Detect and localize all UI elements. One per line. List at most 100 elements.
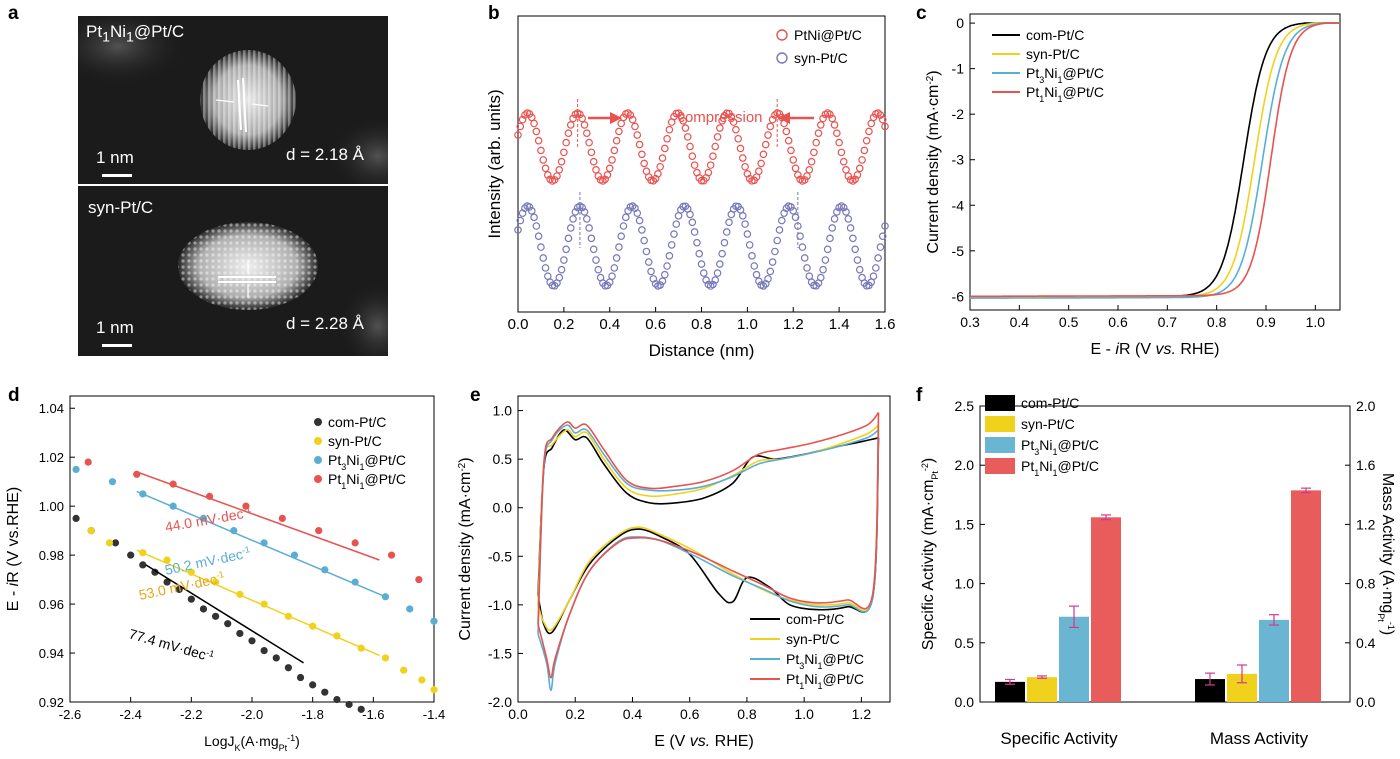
e-legend-label: syn-Pt/C: [786, 631, 840, 647]
micrograph-bottom-d-spacing: d = 2.28 Å: [286, 314, 364, 333]
d-y-tick-label: 0.92: [39, 695, 64, 710]
d-point: [127, 551, 135, 559]
b-point: [826, 234, 834, 243]
f-legend-marker: [985, 437, 1015, 453]
b-point: [759, 282, 768, 290]
b-point: [640, 236, 648, 245]
b-point: [555, 165, 564, 174]
b-x-tick-label: 1.6: [875, 316, 896, 333]
f-yleft-tick-label: 0.0: [955, 694, 975, 710]
b-point: [716, 124, 724, 132]
f-yright-tick-label: 1.2: [1356, 516, 1376, 532]
b-point: [532, 127, 541, 136]
b-point: [764, 131, 772, 139]
d-point: [248, 637, 256, 645]
b-point: [686, 210, 694, 219]
d-point: [260, 646, 268, 655]
chart-d: -2.6 -2.4 -2.2 -2.0 -1.8 -1.6 -1.4 0.92 0.94 0.96…: [5, 395, 445, 753]
d-point: [351, 539, 359, 547]
b-point: [642, 247, 651, 256]
b-legend-label: Pt1Ni1@Pt/C: [794, 27, 862, 43]
d-point: [236, 629, 244, 638]
d-point: [357, 705, 365, 713]
f-bar: [995, 681, 1025, 702]
b-series-0: [514, 109, 889, 185]
d-point: [133, 470, 141, 478]
b-point: [764, 275, 772, 283]
b-point: [514, 131, 522, 139]
d-fit-line: [136, 490, 386, 598]
b-point: [670, 230, 678, 238]
b-point: [681, 124, 690, 132]
e-x-tick-label: 0.4: [623, 706, 643, 722]
c-y-tick-label: -3: [952, 152, 965, 168]
b-point: [773, 236, 781, 245]
d-point: [163, 578, 171, 586]
b-point: [521, 204, 529, 212]
d-point: [199, 605, 208, 613]
e-x-tick-label: 0.0: [508, 706, 528, 722]
b-point: [557, 265, 566, 274]
b-point: [562, 138, 570, 147]
b-point: [539, 156, 548, 164]
c-x-tick-label: 0.6: [1108, 314, 1128, 330]
b-point: [585, 224, 593, 232]
c-x-tick-label: 0.8: [1207, 314, 1227, 330]
f-yright-tick-label: 0.0: [1356, 694, 1376, 710]
b-point: [716, 260, 724, 268]
b-point: [688, 218, 697, 227]
f-legend-label: com-Pt/C: [1021, 395, 1079, 411]
panel-label-d: d: [8, 385, 20, 406]
b-point: [702, 276, 710, 284]
d-point: [418, 676, 426, 684]
b-point: [555, 273, 564, 282]
b-point: [713, 269, 722, 277]
b-point: [612, 136, 621, 145]
b-point: [638, 150, 646, 159]
d-point: [72, 514, 80, 522]
b-point: [835, 138, 843, 147]
b-point: [711, 276, 720, 284]
b-point: [800, 176, 809, 184]
b-point: [594, 265, 603, 274]
b-xlabel: Distance (nm): [649, 341, 755, 360]
b-point: [860, 146, 869, 155]
c-y-tick-label: -2: [952, 106, 965, 122]
b-point: [881, 222, 889, 230]
b-point: [530, 119, 538, 128]
d-y-tick-label: 0.98: [39, 548, 64, 563]
b-point: [738, 212, 747, 220]
d-ylabel: E - iR (V vs.RHE): [5, 487, 22, 611]
b-point: [651, 280, 660, 288]
b-point: [706, 161, 715, 169]
d-point: [151, 568, 159, 576]
b-point: [816, 273, 825, 282]
b-point: [525, 203, 534, 211]
b-point: [823, 245, 832, 254]
b-point: [876, 111, 885, 119]
micrograph-top-scale-label: 1 nm: [96, 148, 134, 167]
b-point: [736, 144, 745, 153]
f-bar: [1059, 616, 1089, 702]
d-point: [84, 458, 92, 466]
f-yleft-tick-label: 2.5: [955, 398, 975, 414]
b-point: [661, 144, 669, 153]
f-legend-marker: [985, 458, 1015, 474]
b-point: [562, 245, 570, 254]
e-y-tick-label: 1.0: [493, 403, 513, 419]
f-legend-label: syn-Pt/C: [1021, 416, 1075, 432]
e-y-tick-label: -1.0: [488, 597, 512, 613]
d-point: [309, 681, 317, 689]
micrograph-bottom-scale-label: 1 nm: [96, 318, 134, 337]
b-point: [869, 272, 878, 280]
d-point: [430, 617, 438, 625]
b-x-tick-label: 1.2: [783, 316, 804, 333]
f-yright-tick-label: 0.8: [1356, 576, 1376, 592]
c-legend-label: Pt1Ni1@Pt/C: [1026, 84, 1104, 104]
d-slope-label: 77.4 mV·dec-1: [127, 626, 215, 665]
d-legend-label: syn-Pt/C: [328, 433, 382, 449]
b-arrowhead-right: [610, 112, 622, 124]
d-point: [87, 527, 95, 535]
d-point: [187, 595, 195, 603]
b-point: [672, 220, 681, 228]
